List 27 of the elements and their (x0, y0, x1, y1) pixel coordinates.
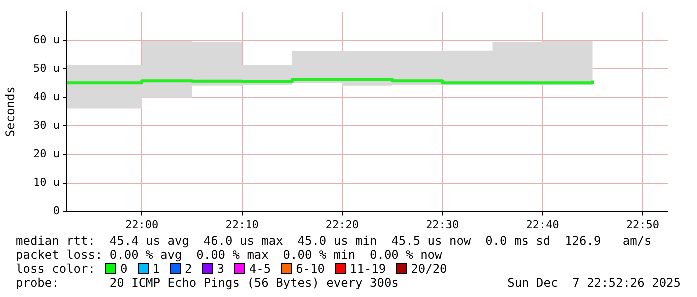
text: Sun Dec 7 22:52:26 2025 (508, 276, 681, 290)
text: 3 (217, 262, 224, 276)
text: 6-10 (296, 262, 326, 276)
y-tick-label: 10 u (34, 176, 60, 190)
text: 11-19 (350, 262, 386, 276)
y-tick-label: 30 u (34, 119, 60, 132)
text: 0 (120, 262, 128, 276)
x-tick-label: 22:20 (326, 218, 360, 232)
x-tick-label: 22:00 (126, 218, 159, 232)
x-tick-label: 22:10 (226, 218, 259, 232)
y-tick-label: 60 u (34, 33, 60, 46)
text: 20/20 (411, 262, 448, 276)
y-tick-label: 40 u (34, 90, 60, 104)
text: 4-5 (249, 262, 272, 276)
x-tick-label: 22:50 (626, 218, 660, 232)
y-tick-label: 20 u (34, 148, 60, 161)
text: loss color: (16, 262, 96, 276)
x-tick-label: 22:30 (426, 218, 460, 232)
text: probe: 20 ICMP Echo Pings (56 Bytes) every 300s (16, 276, 399, 290)
text: median rtt: 45.4 us avg 46.0 us max 45.0 us min 45.5 us now 0.0 ms sd 126.9 am/s (16, 234, 652, 248)
y-tick-label: 0 (53, 204, 60, 218)
text: 1 (152, 262, 160, 276)
text: packet loss: 0.00 % avg 0.00 % max 0.00 % min 0.00 % now (16, 248, 442, 262)
x-tick-label: 22:40 (526, 218, 560, 232)
y-axis-title: Seconds (3, 86, 18, 138)
y-tick-label: 50 u (34, 62, 60, 75)
text: 2 (184, 262, 192, 276)
